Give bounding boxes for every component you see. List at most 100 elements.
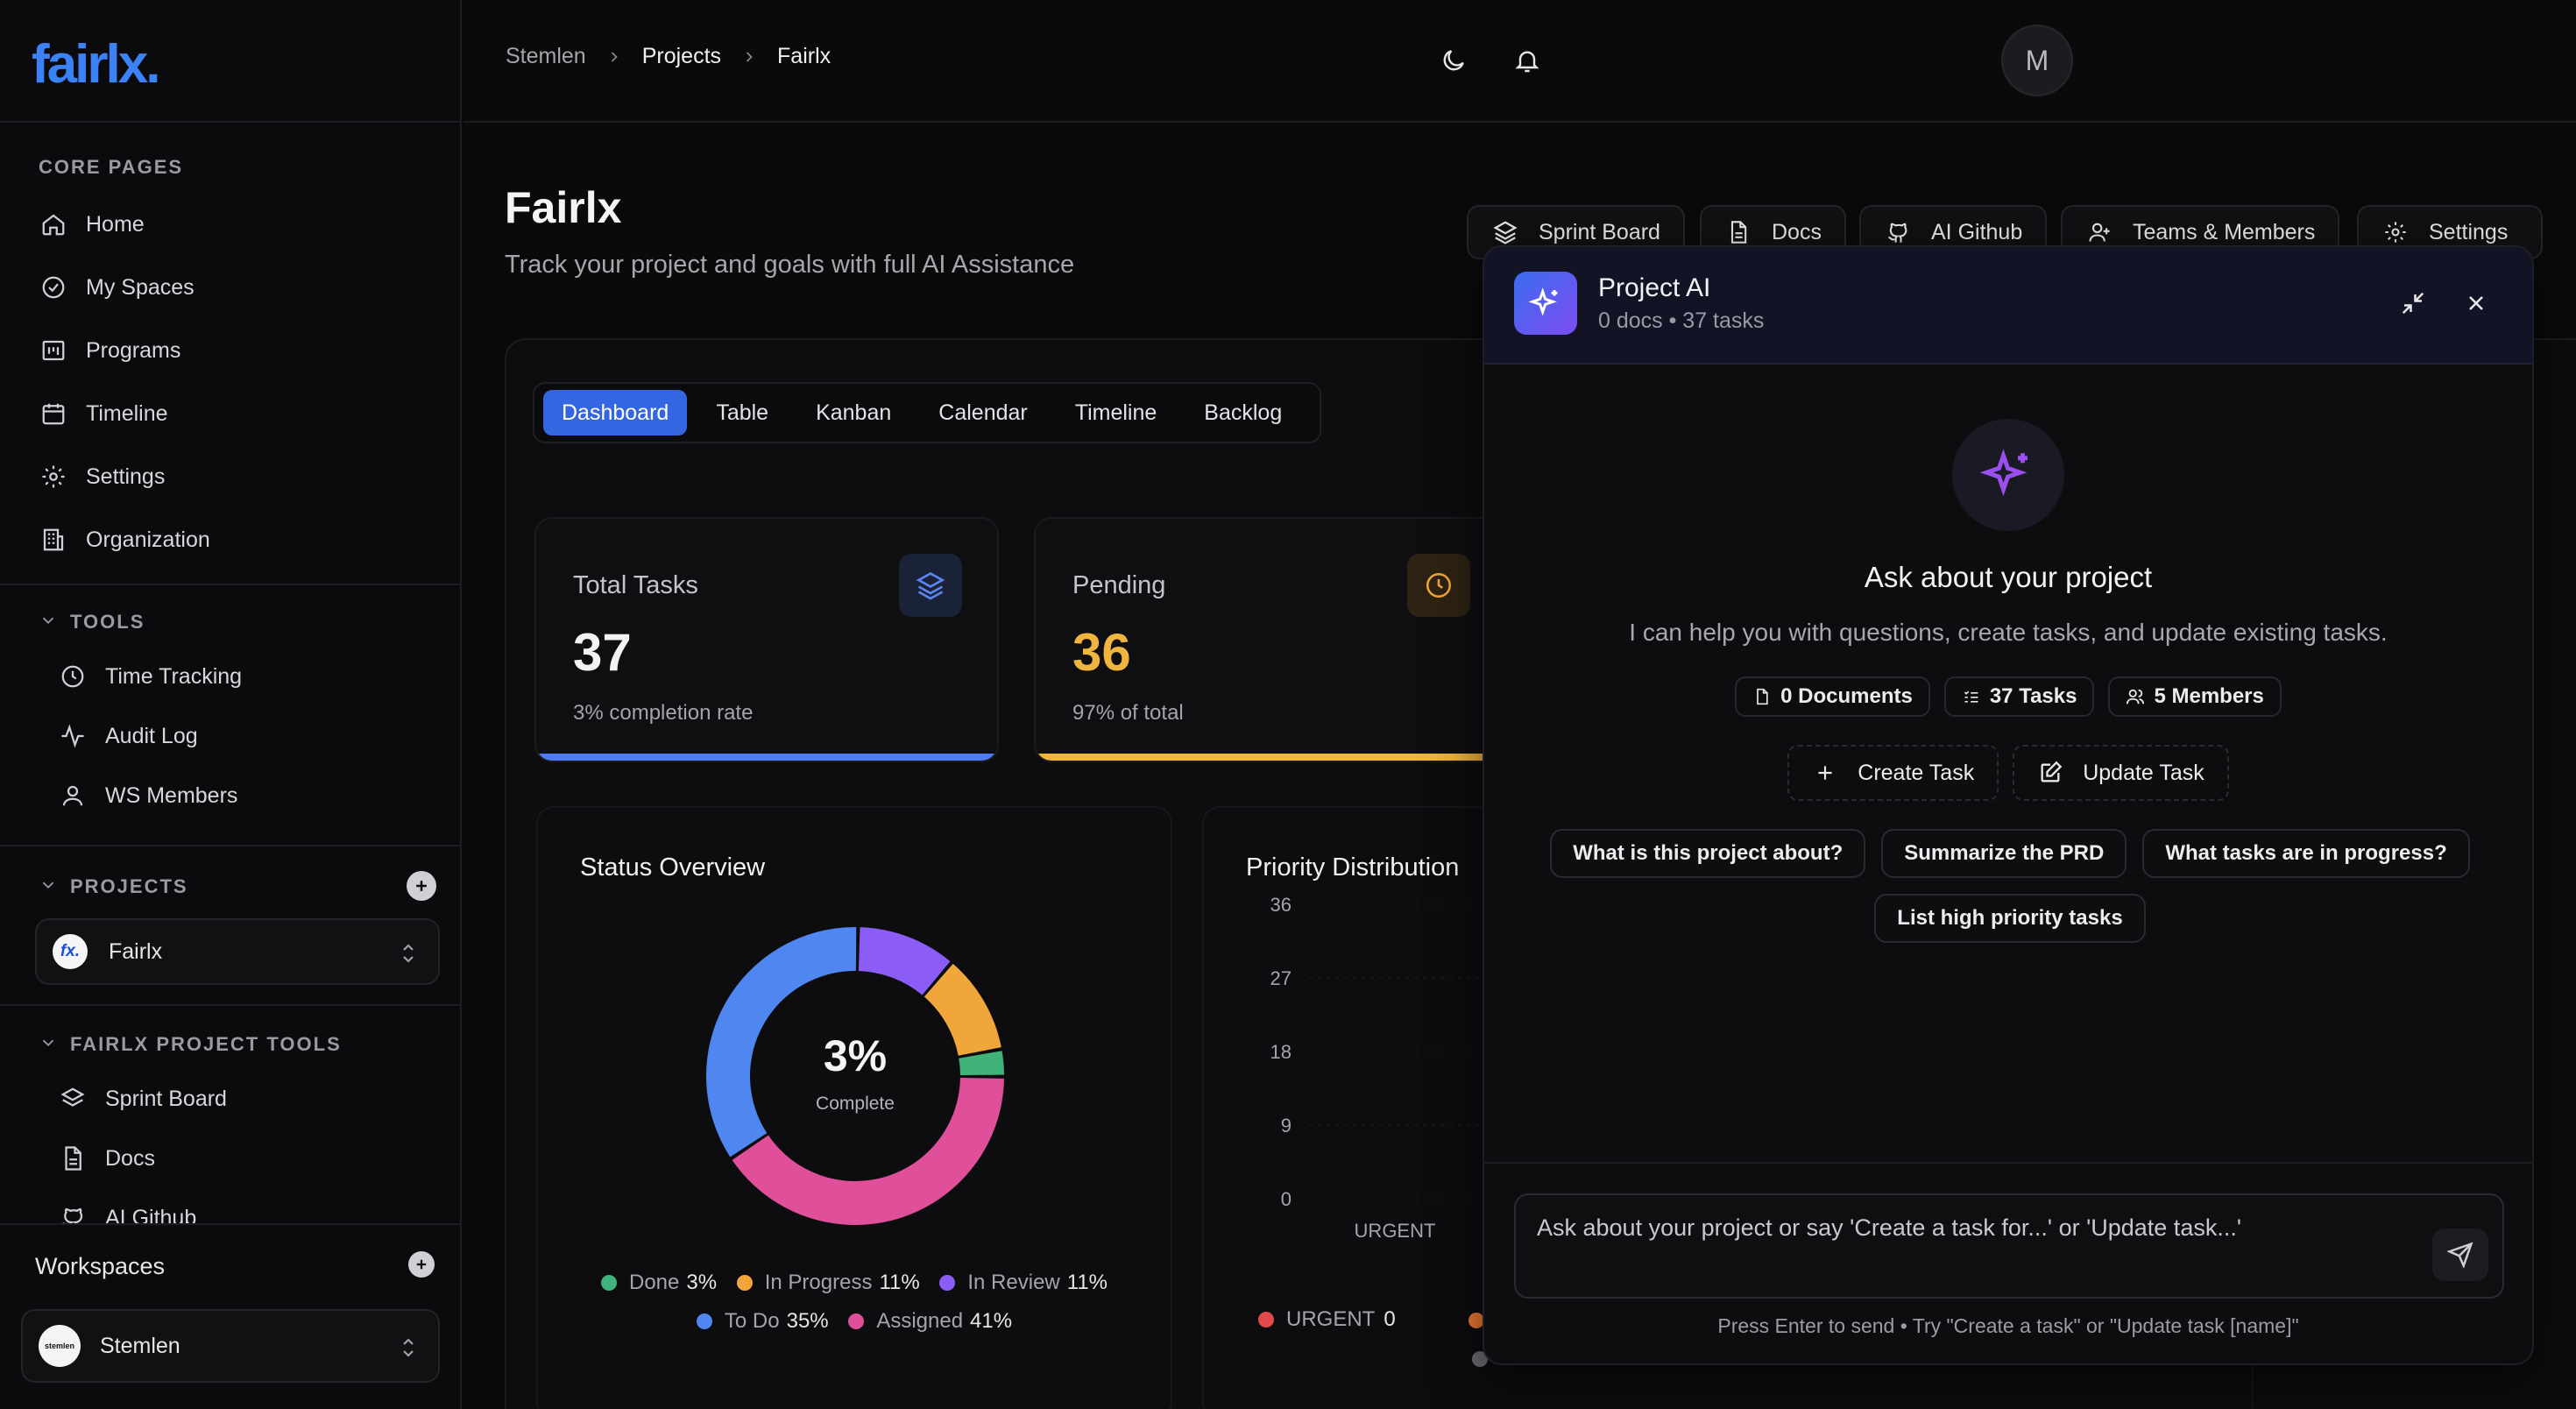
ai-chat-input[interactable]: Ask about your project or say 'Create a … [1514,1193,2504,1299]
suggested-prompts: What is this project about? Summarize th… [1546,829,2474,943]
sidebar-item-organization[interactable]: Organization [39,515,424,564]
sidebar-item-home[interactable]: Home [39,200,424,249]
bell-icon [1515,51,1539,73]
project-name: Fairlx [109,938,163,964]
add-workspace-button[interactable] [408,1251,435,1278]
sidebar-item-sprint-board[interactable]: Sprint Board [58,1074,443,1123]
project-selector[interactable]: fx. Fairlx [35,918,440,985]
tab-calendar[interactable]: Calendar [938,400,1028,425]
minimize-button[interactable] [2396,286,2431,321]
legend-item-in-progress: In Progress 11% [736,1271,920,1295]
stat-card-total-tasks: Total Tasks 37 3% completion rate [534,517,999,762]
stat-subtext: 97% of total [1072,701,1184,725]
layers-icon [899,554,962,617]
sidebar-item-label: Sprint Board [105,1086,227,1111]
user-plus-icon [2085,218,2113,246]
add-project-button[interactable] [407,871,436,901]
gear-icon [2381,218,2410,246]
tab-backlog[interactable]: Backlog [1204,400,1283,425]
tasks-chip: 37 Tasks [1943,676,2095,717]
layers-icon [1491,218,1519,246]
context-chips: 0 Documents 37 Tasks 5 Members [1484,676,2532,717]
breadcrumb: Stemlen Projects Fairlx [506,44,831,69]
y-tick-label: 36 [1270,896,1292,916]
donut-center-label: Complete [816,1094,895,1114]
chevron-down-icon[interactable] [39,611,58,630]
avatar[interactable]: M [2001,25,2073,96]
users-icon [2126,687,2145,706]
legend-dot [1472,1351,1488,1367]
sidebar-item-ws-members[interactable]: WS Members [58,771,443,820]
sidebar: fairlx. CORE PAGES Home My Spaces Progra… [0,0,462,1409]
document-icon [58,1143,88,1173]
suggestion-chip[interactable]: What is this project about? [1550,829,1866,878]
donut-slice-in-progress[interactable] [924,963,1001,1056]
donut-slice-in-review[interactable] [858,927,951,995]
breadcrumb-item[interactable]: Projects [641,44,722,68]
gear-icon [39,462,68,492]
divider [0,121,460,123]
chart-title: Priority Distribution [1246,853,1460,882]
document-icon [1752,687,1772,706]
donut-slice-done[interactable] [959,1051,1004,1076]
tools-label[interactable]: TOOLS [70,611,145,633]
sidebar-item-label: Programs [86,337,181,363]
send-button[interactable] [2432,1228,2488,1281]
theme-toggle-button[interactable] [1435,42,1472,79]
chevron-down-icon[interactable] [39,1033,58,1052]
tab-table[interactable]: Table [716,400,769,425]
suggestion-chip[interactable]: Summarize the PRD [1881,829,2127,878]
sidebar-item-programs[interactable]: Programs [39,326,424,375]
tab-timeline[interactable]: Timeline [1074,400,1157,425]
building-icon [39,525,68,555]
donut-slice-to-do[interactable] [705,927,857,1158]
ai-panel-title: Project AI [1598,273,1711,302]
notifications-button[interactable] [1509,42,1546,79]
sidebar-item-label: My Spaces [86,274,195,300]
tab-kanban[interactable]: Kanban [816,400,892,425]
sidebar-item-docs[interactable]: Docs [58,1134,443,1183]
y-tick-label: 18 [1270,1041,1292,1063]
ai-actions: Create Task Update Task [1484,745,2532,801]
project-ai-panel: Project AI 0 docs • 37 tasks Ask about y… [1483,245,2534,1365]
user-icon [58,781,88,811]
workspace-section: Workspaces stemlen Stemlen [0,1223,460,1409]
chart-title: Status Overview [580,853,766,882]
breadcrumb-item[interactable]: Stemlen [506,44,586,68]
workspace-selector[interactable]: stemlen Stemlen [21,1309,440,1383]
donut-slice-assigned[interactable] [732,1078,1004,1225]
chevron-down-icon[interactable] [39,875,58,895]
sidebar-item-my-spaces[interactable]: My Spaces [39,263,424,312]
sidebar-item-label: WS Members [105,782,238,808]
sidebar-item-label: Organization [86,527,210,552]
suggestion-chip[interactable]: List high priority tasks [1874,894,2146,943]
update-task-button[interactable]: Update Task [2013,745,2229,801]
status-overview-card: Status Overview 3% Complete Done 3% In Pr… [536,806,1172,1409]
sparkles-icon [1514,272,1577,335]
sidebar-item-label: Home [86,211,145,237]
project-tools-label[interactable]: FAIRLX PROJECT TOOLS [70,1033,342,1055]
page-title: Fairlx [505,183,622,232]
workspaces-label: Workspaces [35,1253,166,1279]
view-tabs: Dashboard Table Kanban Calendar Timeline… [533,382,1322,443]
projects-label[interactable]: PROJECTS [70,875,188,897]
close-icon [2469,296,2483,310]
suggestion-chip[interactable]: What tasks are in progress? [2142,829,2470,878]
sparkles-icon [1952,419,2064,531]
minimize-icon [2402,292,2424,315]
ai-input-placeholder: Ask about your project or say 'Create a … [1537,1214,2241,1241]
chevrons-up-down-icon [403,944,414,963]
sidebar-item-timeline[interactable]: Timeline [39,389,424,438]
create-task-button[interactable]: Create Task [1787,745,1999,801]
sidebar-item-time-tracking[interactable]: Time Tracking [58,652,443,701]
sidebar-item-audit-log[interactable]: Audit Log [58,712,443,761]
clock-icon [58,662,88,691]
plus-icon [1812,760,1838,786]
close-button[interactable] [2459,286,2494,321]
edit-icon [2037,760,2063,786]
sidebar-item-settings[interactable]: Settings [39,452,424,501]
tab-dashboard[interactable]: Dashboard [543,390,688,435]
app-logo[interactable]: fairlx. [32,34,160,95]
documents-chip: 0 Documents [1735,676,1930,717]
stat-label: Total Tasks [573,571,698,599]
